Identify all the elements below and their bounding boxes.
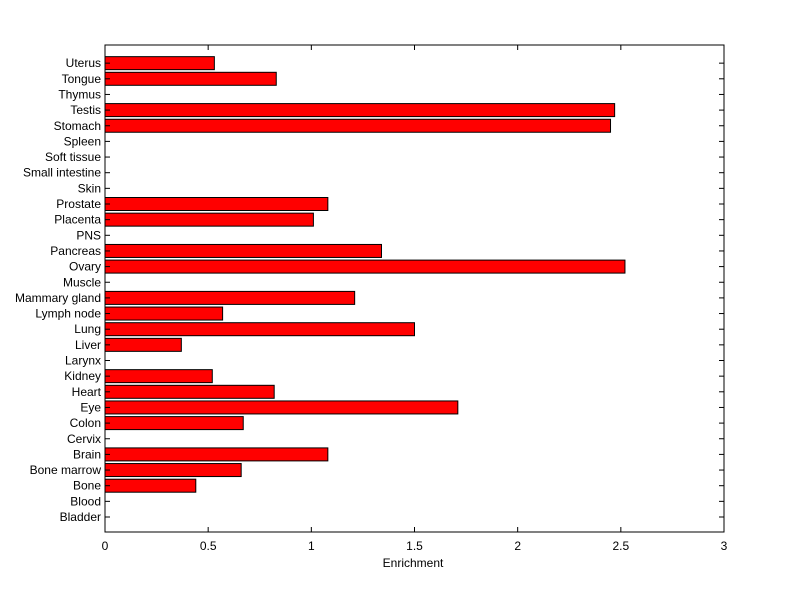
y-tick-label-colon: Colon [70, 416, 101, 430]
bar-heart [104, 384, 275, 399]
bar-testis [104, 103, 616, 118]
y-tick-label-testis: Testis [70, 103, 101, 117]
bar-prostate [104, 197, 329, 211]
y-tick-label-thymus: Thymus [58, 87, 101, 101]
bar-stomach [104, 118, 612, 133]
y-tick-label-brain: Brain [73, 447, 101, 461]
y-tick-label-soft-tissue: Soft tissue [45, 150, 101, 164]
y-tick-label-lung: Lung [74, 322, 101, 336]
x-tick-label: 3 [721, 539, 728, 553]
bar-mammary-gland [104, 290, 356, 305]
bar-placenta [104, 212, 314, 227]
bar-lung [104, 322, 415, 337]
x-tick-label: 0.5 [200, 539, 217, 553]
bar-liver [104, 337, 182, 352]
x-tick-label: 2 [514, 539, 521, 553]
y-tick-label-kidney: Kidney [64, 369, 101, 383]
y-tick-label-small-intestine: Small intestine [23, 166, 101, 180]
y-tick-label-mammary-gland: Mammary gland [15, 291, 101, 305]
y-tick-label-muscle: Muscle [63, 275, 101, 289]
y-tick-label-tongue: Tongue [62, 72, 102, 86]
y-tick-label-bladder: Bladder [60, 510, 101, 524]
y-tick-label-prostate: Prostate [56, 197, 101, 211]
y-tick-label-pancreas: Pancreas [50, 244, 101, 258]
bar-lymph-node [104, 306, 224, 321]
y-tick-label-spleen: Spleen [64, 134, 101, 148]
y-tick-label-bone: Bone [73, 479, 101, 493]
x-tick-label: 1.5 [406, 539, 423, 553]
y-tick-label-pns: PNS [76, 228, 101, 242]
x-axis-ticks: 0 0.5 1 1.5 2 2.5 3 [102, 45, 728, 553]
y-tick-label-skin: Skin [78, 181, 101, 195]
bar-eye [104, 400, 459, 415]
x-tick-label: 2.5 [612, 539, 629, 553]
bar-pancreas [104, 243, 382, 258]
y-tick-label-uterus: Uterus [66, 56, 101, 70]
y-tick-label-stomach: Stomach [54, 119, 101, 133]
x-tick-label: 0 [102, 539, 109, 553]
x-tick-label: 1 [308, 539, 315, 553]
y-tick-label-ovary: Ovary [69, 260, 101, 274]
y-tick-label-placenta: Placenta [54, 213, 101, 227]
y-tick-label-cervix: Cervix [67, 432, 101, 446]
bar-kidney [104, 369, 213, 384]
y-tick-label-eye: Eye [80, 400, 101, 414]
bar-tongue [104, 71, 277, 86]
y-tick-label-lymph-node: Lymph node [35, 307, 101, 321]
y-tick-label-larynx: Larynx [65, 354, 101, 368]
y-tick-label-bone-marrow: Bone marrow [30, 463, 102, 477]
x-axis-label: Enrichment [383, 556, 444, 570]
y-tick-label-liver: Liver [75, 338, 101, 352]
bar-bone-marrow [104, 463, 242, 478]
bar-uterus [104, 56, 215, 71]
y-tick-label-heart: Heart [72, 385, 102, 399]
bar-brain [104, 447, 329, 462]
bar-bone [104, 478, 197, 493]
bar-ovary [104, 259, 626, 274]
y-tick-label-blood: Blood [70, 494, 101, 508]
bar-colon [104, 416, 244, 431]
